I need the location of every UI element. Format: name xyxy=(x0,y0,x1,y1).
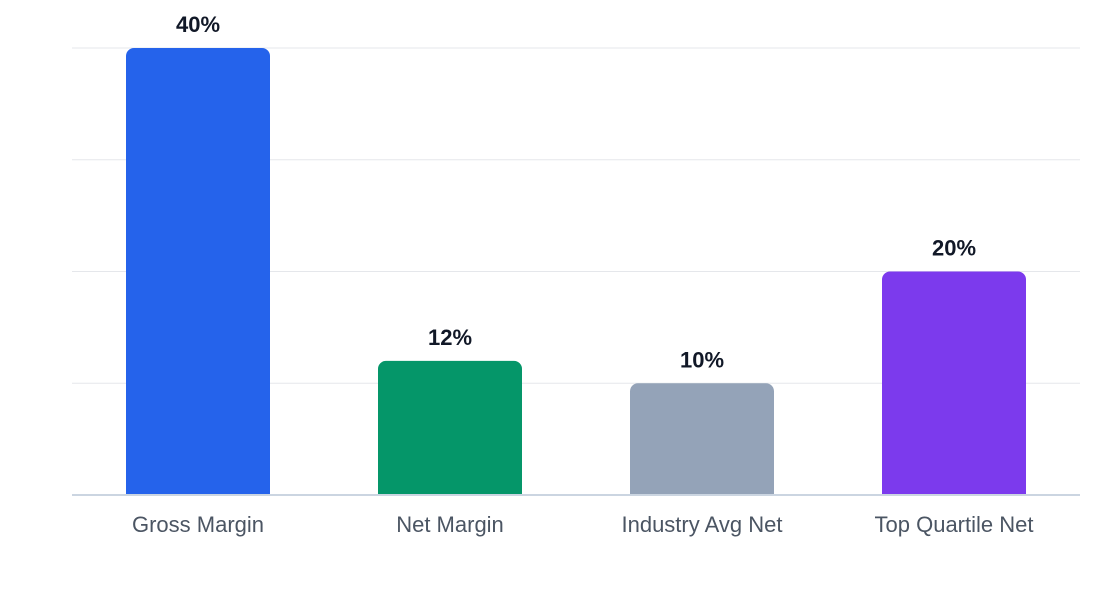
bar-gross-margin xyxy=(126,48,270,503)
x-tick-label: Industry Avg Net xyxy=(621,512,782,537)
axis-mask xyxy=(72,495,1080,509)
bar-net-margin xyxy=(378,360,522,503)
x-tick-label: Gross Margin xyxy=(132,512,264,537)
bar-top-quartile-net xyxy=(882,271,1026,503)
bar-value-label: 12% xyxy=(428,325,472,350)
bars xyxy=(72,48,1080,509)
bar-industry-avg-net xyxy=(630,383,774,503)
x-tick-label: Top Quartile Net xyxy=(875,512,1034,537)
x-axis-tick-labels: Gross Margin Net Margin Industry Avg Net To… xyxy=(132,512,1034,537)
bar-value-labels: 40% 12% 10% 20% xyxy=(176,12,976,372)
bar-value-label: 10% xyxy=(680,347,724,372)
bar-value-label: 40% xyxy=(176,12,220,37)
x-tick-label: Net Margin xyxy=(396,512,504,537)
bar-value-label: 20% xyxy=(932,236,976,261)
